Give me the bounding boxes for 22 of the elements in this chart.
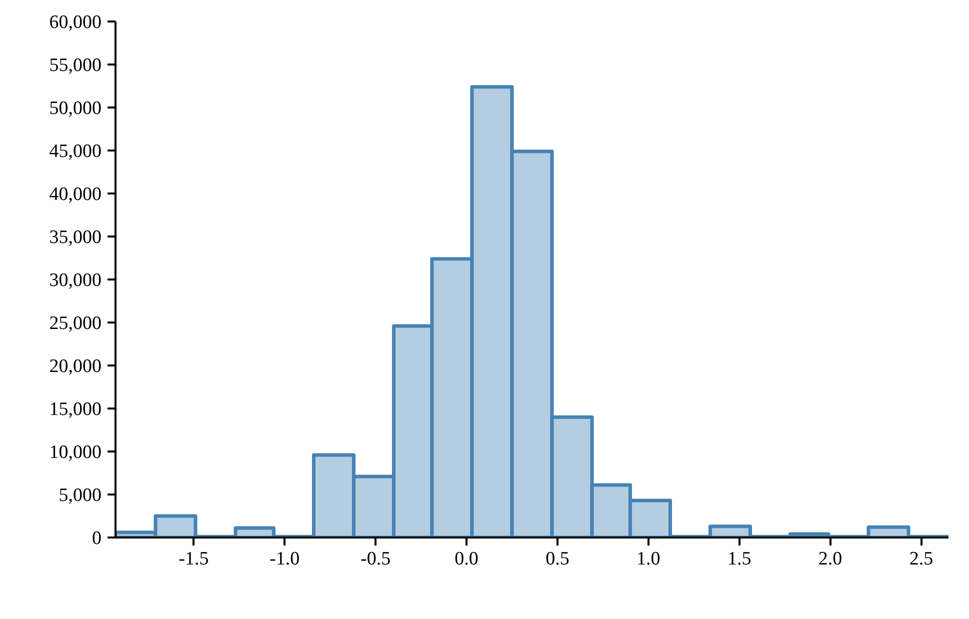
y-tick-label: 0 bbox=[92, 528, 102, 549]
x-tick-label: 1.0 bbox=[636, 548, 660, 570]
y-tick-label: 30,000 bbox=[49, 270, 102, 291]
x-tick-label: 2.0 bbox=[818, 548, 842, 570]
x-tick-label: 0.5 bbox=[546, 548, 570, 570]
y-tick-label: 15,000 bbox=[49, 399, 102, 420]
x-tick-label: -1.5 bbox=[178, 548, 209, 570]
y-tick-label: 20,000 bbox=[49, 356, 102, 377]
x-tick-label: 0.0 bbox=[454, 548, 478, 570]
y-tick-label: 35,000 bbox=[49, 227, 102, 248]
x-tick-label: 1.5 bbox=[727, 548, 752, 570]
x-tick-label: -1.0 bbox=[270, 548, 300, 570]
y-tick-label: 10,000 bbox=[49, 442, 102, 463]
y-tick-label: 45,000 bbox=[49, 141, 102, 162]
y-tick-label: 25,000 bbox=[49, 313, 102, 334]
y-tick-label: 60,000 bbox=[49, 12, 102, 33]
x-tick-label: -0.5 bbox=[360, 548, 391, 570]
x-tick-label: 2.5 bbox=[909, 548, 934, 570]
y-tick-label: 50,000 bbox=[49, 98, 102, 119]
y-tick-label: 5,000 bbox=[58, 485, 102, 506]
y-tick-label: 40,000 bbox=[49, 184, 102, 205]
y-tick-label: 55,000 bbox=[49, 55, 102, 76]
